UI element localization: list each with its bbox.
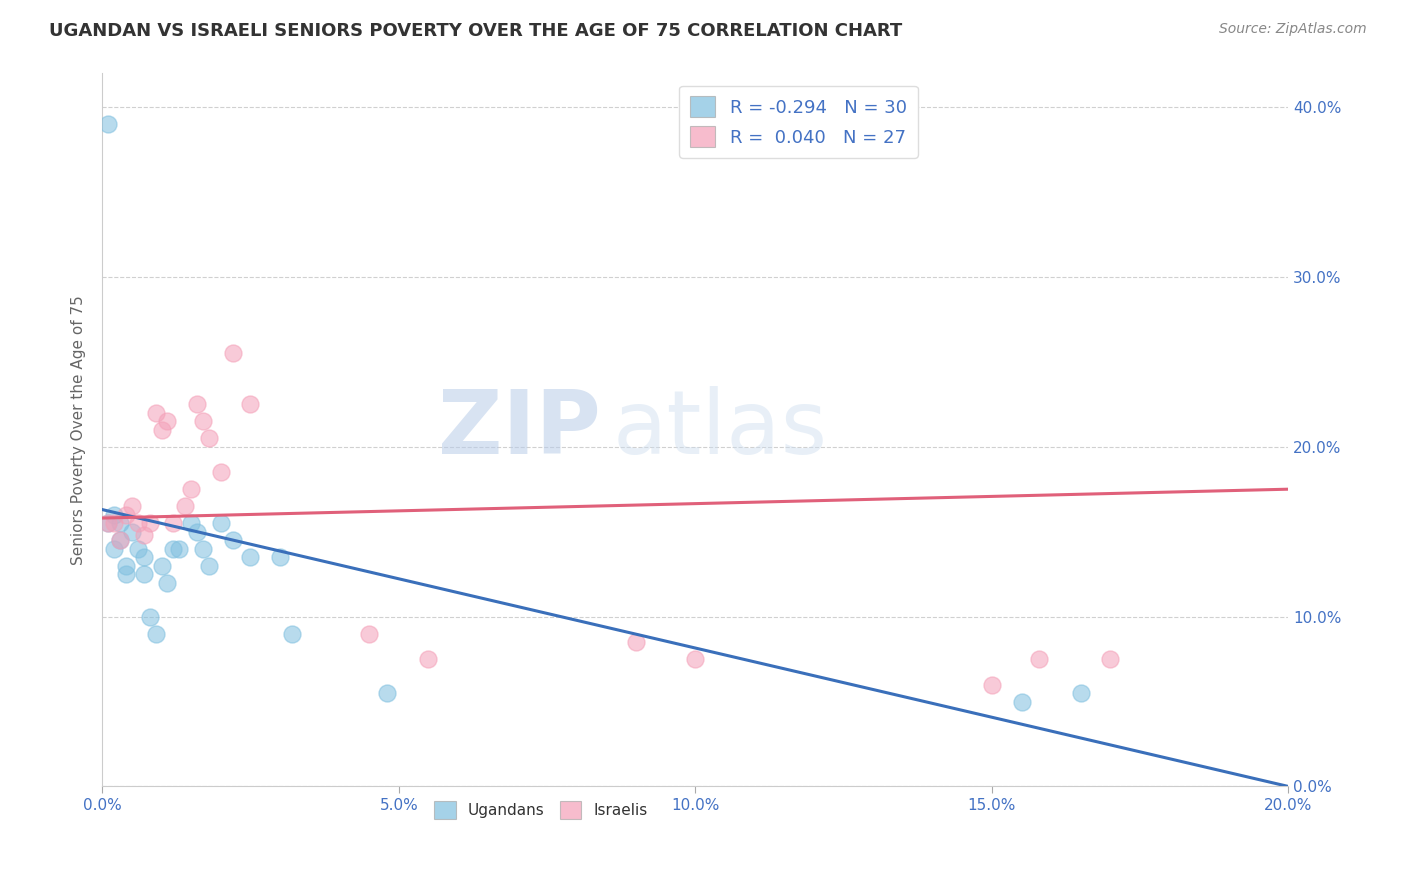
Point xyxy=(180,516,202,531)
Point xyxy=(132,567,155,582)
Point xyxy=(145,406,167,420)
Point xyxy=(222,533,245,548)
Point xyxy=(127,541,149,556)
Point xyxy=(103,516,125,531)
Point xyxy=(198,431,221,445)
Point xyxy=(1070,686,1092,700)
Point xyxy=(127,516,149,531)
Point xyxy=(186,524,208,539)
Point xyxy=(150,558,173,573)
Point xyxy=(97,516,120,531)
Point xyxy=(115,508,138,522)
Point xyxy=(198,558,221,573)
Point xyxy=(108,533,131,548)
Point xyxy=(115,558,138,573)
Point xyxy=(121,499,143,513)
Point xyxy=(186,397,208,411)
Point xyxy=(156,575,179,590)
Point xyxy=(108,533,131,548)
Point xyxy=(108,516,131,531)
Point xyxy=(162,516,184,531)
Point xyxy=(103,541,125,556)
Point xyxy=(132,550,155,565)
Point xyxy=(239,550,262,565)
Point xyxy=(121,524,143,539)
Point xyxy=(209,465,232,479)
Legend: Ugandans, Israelis: Ugandans, Israelis xyxy=(429,796,654,825)
Point xyxy=(685,652,707,666)
Point xyxy=(97,117,120,131)
Point xyxy=(222,346,245,360)
Text: Source: ZipAtlas.com: Source: ZipAtlas.com xyxy=(1219,22,1367,37)
Point xyxy=(145,626,167,640)
Text: UGANDAN VS ISRAELI SENIORS POVERTY OVER THE AGE OF 75 CORRELATION CHART: UGANDAN VS ISRAELI SENIORS POVERTY OVER … xyxy=(49,22,903,40)
Point xyxy=(281,626,304,640)
Point xyxy=(138,609,160,624)
Point xyxy=(624,635,647,649)
Point xyxy=(209,516,232,531)
Point xyxy=(115,567,138,582)
Point xyxy=(269,550,291,565)
Point xyxy=(1011,694,1033,708)
Point xyxy=(132,528,155,542)
Point xyxy=(1099,652,1122,666)
Point xyxy=(191,541,214,556)
Point xyxy=(97,516,120,531)
Point xyxy=(156,414,179,428)
Point xyxy=(174,499,197,513)
Text: ZIP: ZIP xyxy=(437,386,600,474)
Point xyxy=(103,508,125,522)
Point xyxy=(180,482,202,496)
Point xyxy=(138,516,160,531)
Y-axis label: Seniors Poverty Over the Age of 75: Seniors Poverty Over the Age of 75 xyxy=(72,295,86,565)
Point xyxy=(1028,652,1050,666)
Point xyxy=(169,541,191,556)
Point xyxy=(239,397,262,411)
Point xyxy=(418,652,440,666)
Text: atlas: atlas xyxy=(612,386,827,474)
Point xyxy=(150,423,173,437)
Point xyxy=(191,414,214,428)
Point xyxy=(162,541,184,556)
Point xyxy=(359,626,381,640)
Point xyxy=(375,686,398,700)
Point xyxy=(980,677,1002,691)
